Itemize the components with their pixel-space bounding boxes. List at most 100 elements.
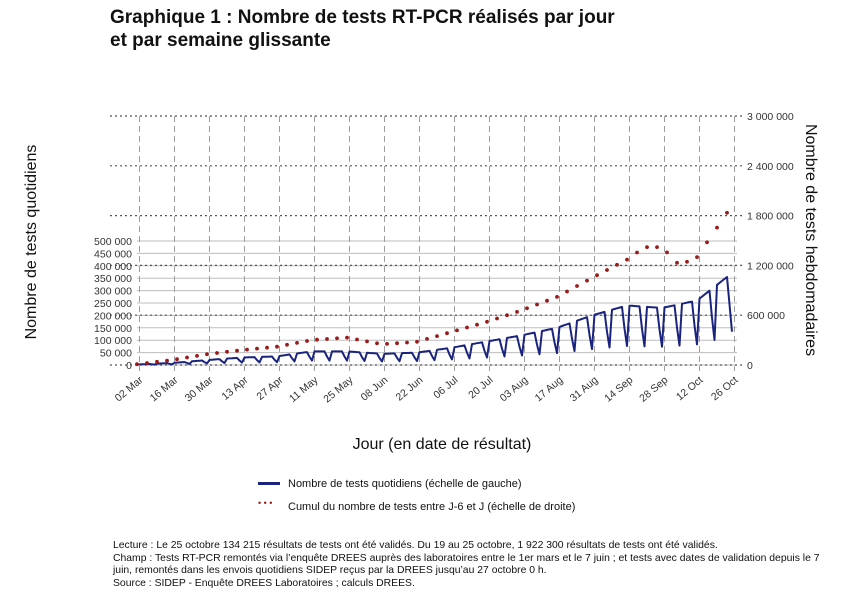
y-tick-label-right: 0 <box>747 360 753 372</box>
legend-item-daily: Nombre de tests quotidiens (échelle de g… <box>258 475 575 493</box>
y-tick-label-left: 250 000 <box>94 298 132 310</box>
legend-label-daily: Nombre de tests quotidiens (échelle de g… <box>288 478 522 490</box>
series-point-weekly <box>295 341 299 345</box>
x-axis-title: Jour (en date de résultat) <box>353 436 532 453</box>
legend-label-weekly: Cumul du nombre de tests entre J-6 et J … <box>288 501 576 513</box>
series-point-weekly <box>535 302 539 307</box>
x-tick-label: 16 Mar <box>148 374 181 405</box>
y-tick-label-left: 100 000 <box>94 335 132 347</box>
y-tick-label-left: 200 000 <box>94 310 132 322</box>
series-point-weekly <box>485 319 489 324</box>
series-point-weekly <box>305 339 309 343</box>
series-point-weekly <box>445 331 449 336</box>
y-tick-label-left: 400 000 <box>94 261 132 273</box>
x-tick-label: 27 Apr <box>254 374 285 403</box>
y-tick-label-left: 500 000 <box>94 236 132 248</box>
y-tick-label-right: 1 200 000 <box>747 260 794 272</box>
y-tick-label-left: 450 000 <box>94 248 132 260</box>
series-point-weekly <box>415 339 419 344</box>
series-point-weekly <box>585 278 589 283</box>
series-point-weekly <box>375 341 379 346</box>
note-source: Source : SIDEP - Enquête DREES Laboratoi… <box>113 577 415 589</box>
series-point-weekly <box>595 273 599 278</box>
chart-notes: Lecture : Le 25 octobre 134 215 résultat… <box>113 540 833 590</box>
series-point-weekly <box>235 348 239 353</box>
series-point-weekly <box>165 358 169 363</box>
series-point-weekly <box>615 262 619 267</box>
y-tick-label-right: 1 800 000 <box>747 211 794 223</box>
y-tick-label-left: 150 000 <box>94 323 132 335</box>
series-point-weekly <box>505 313 509 318</box>
x-tick-label: 08 Jun <box>359 374 391 404</box>
series-point-weekly <box>365 339 369 344</box>
x-tick-label: 22 Jun <box>394 374 426 404</box>
series-point-weekly <box>575 284 579 288</box>
series-point-weekly <box>155 359 159 364</box>
x-tick-label: 11 May <box>287 374 321 405</box>
x-tick-label: 02 Mar <box>113 374 146 405</box>
series-point-weekly <box>425 337 429 341</box>
series-point-weekly <box>685 259 689 264</box>
legend: Nombre de tests quotidiens (échelle de g… <box>258 475 575 521</box>
series-point-weekly <box>245 347 249 352</box>
series-point-weekly <box>635 250 639 255</box>
series-point-weekly <box>385 342 389 346</box>
series-point-weekly <box>665 250 669 255</box>
y-tick-label-right: 3 000 000 <box>747 111 794 123</box>
series-point-weekly <box>475 322 479 327</box>
series-point-weekly <box>555 295 559 299</box>
series-point-weekly <box>625 257 629 262</box>
x-tick-label: 17 Aug <box>533 374 566 404</box>
x-tick-label: 30 Mar <box>183 374 216 405</box>
x-tick-label: 26 Oct <box>709 374 740 403</box>
series-point-weekly <box>145 361 149 365</box>
y-tick-label-left: 300 000 <box>94 286 132 298</box>
series-point-weekly <box>285 342 289 347</box>
series-point-weekly <box>395 341 399 346</box>
y-axis-title-right: Nombre de tests hebdomadaires <box>802 124 819 356</box>
series-point-weekly <box>565 289 569 294</box>
series-point-weekly <box>135 362 139 367</box>
series-point-weekly <box>315 337 319 342</box>
series-point-weekly <box>345 335 349 340</box>
series-point-weekly <box>405 340 409 345</box>
legend-line-swatch <box>258 479 280 489</box>
x-tick-label: 14 Sep <box>602 374 635 405</box>
series-line-daily <box>136 276 733 366</box>
y-tick-label-left: 350 000 <box>94 273 132 285</box>
series-point-weekly <box>195 354 199 358</box>
x-tick-label: 03 Aug <box>498 374 531 404</box>
series-point-weekly <box>715 225 719 230</box>
series-point-weekly <box>525 306 529 311</box>
chart-title-line2: et par semaine glissante <box>110 30 331 51</box>
series-point-weekly <box>255 346 259 351</box>
series-point-weekly <box>215 351 219 355</box>
x-tick-label: 28 Sep <box>637 374 670 405</box>
note-lecture: Lecture : Le 25 octobre 134 215 résultat… <box>113 540 718 551</box>
series-point-weekly <box>705 240 709 245</box>
series-point-weekly <box>265 345 269 350</box>
series-point-weekly <box>605 268 609 272</box>
series-point-weekly <box>645 245 649 250</box>
series-point-weekly <box>725 210 729 215</box>
chart-title: Graphique 1 : Nombre de tests RT-PCR réa… <box>110 6 810 52</box>
x-tick-label: 31 Aug <box>568 374 601 404</box>
series-point-weekly <box>275 344 279 349</box>
x-tick-label: 25 May <box>321 374 356 406</box>
y-axis-title-left: Nombre de tests quotidiens <box>23 145 40 340</box>
series-point-weekly <box>435 334 439 338</box>
series-point-weekly <box>175 357 179 362</box>
series-point-weekly <box>225 349 229 354</box>
x-tick-label: 06 Jul <box>431 374 460 401</box>
x-tick-label: 20 Jul <box>466 374 495 401</box>
series-point-weekly <box>655 245 659 250</box>
series-point-weekly <box>325 337 329 341</box>
series-point-weekly <box>335 336 339 341</box>
note-champ: Champ : Tests RT-PCR remontés via l’enqu… <box>113 552 820 577</box>
y-tick-label-left: 0 <box>126 360 132 372</box>
legend-item-weekly: Cumul du nombre de tests entre J-6 et J … <box>258 498 575 516</box>
y-tick-label-right: 2 400 000 <box>747 161 794 173</box>
series-point-weekly <box>185 355 189 360</box>
series-point-weekly <box>695 255 699 259</box>
